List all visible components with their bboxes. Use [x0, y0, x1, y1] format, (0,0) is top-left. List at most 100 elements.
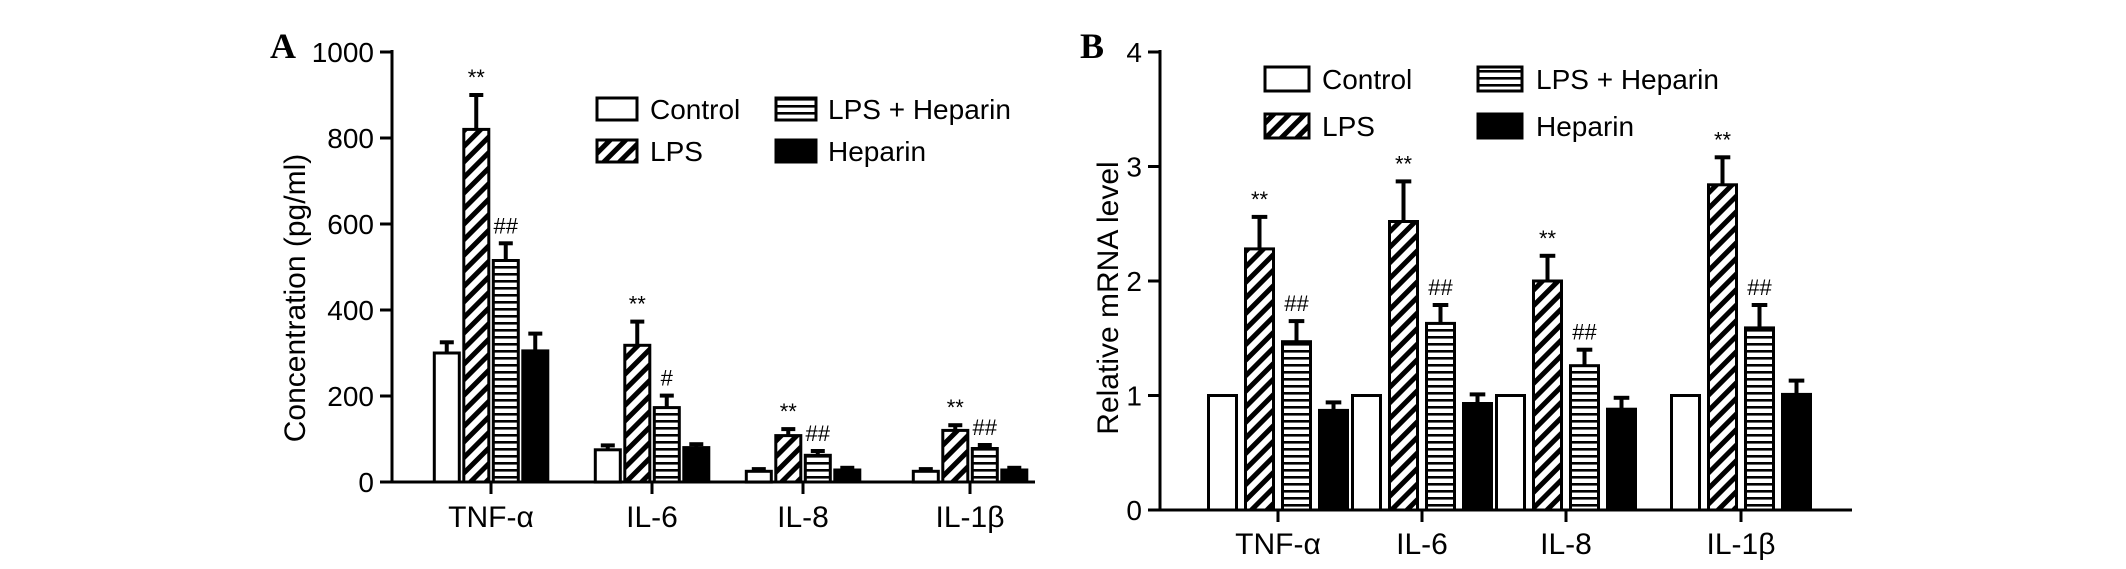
panel-b-x-tick-label-il-6: IL-6	[1396, 528, 1448, 561]
panel-a-annotation-tnf-lps-heparin: ##	[494, 213, 519, 238]
panel-a-letter: A	[270, 26, 296, 66]
panel-a-y-tick-label-1000: 1000	[312, 37, 374, 68]
panel-b-bar-tnf-lps	[1244, 247, 1275, 512]
panel-a-plot: TNF-α IL-6 IL-8 IL-1β ** ## ** # ** ## ** ## 0 200 400…	[312, 37, 1035, 534]
panel-b: B Relative mRNA level TNF-α IL-6 IL-8 IL-1β…	[1080, 26, 1852, 561]
panel-a-bar-il-6-lps	[623, 343, 652, 484]
legend-label-lps-heparin: LPS + Heparin	[828, 94, 1011, 125]
panel-b-x-tick-label-tnf: TNF-α	[1235, 528, 1321, 561]
panel-a-legend-heparin: Heparin	[774, 136, 926, 167]
legend-swatch-lps-heparin	[774, 96, 818, 122]
panel-b-plot: TNF-α IL-6 IL-8 IL-1β ** ## ** ## ** ## ** ## 0 1 2 3 4	[1126, 37, 1852, 561]
panel-b-y-tick-label-4: 4	[1126, 37, 1142, 68]
panel-b-bar-il-8-lps-heparin	[1569, 364, 1600, 512]
panel-b-legend-lps-heparin: LPS + Heparin	[1476, 64, 1719, 95]
panel-b-bar-il-1-lps-heparin	[1744, 326, 1775, 512]
panel-b-y-tick-label-3: 3	[1126, 152, 1142, 183]
panel-a-annotation-il-8-lps-heparin: ##	[806, 421, 831, 446]
panel-a-annotation-il-6-lps-heparin: #	[661, 366, 674, 391]
panel-a-bar-tnf-control	[432, 351, 461, 484]
panel-b-bar-il-8-control	[1495, 394, 1526, 512]
legend-swatch-lps	[595, 138, 639, 164]
panel-a-legend-control: Control	[595, 94, 740, 125]
legend-swatch-heparin	[774, 138, 818, 164]
panel-a-bar-il-1-control	[911, 469, 940, 484]
panel-a-legend: Control LPS LPS + Heparin Heparin	[595, 94, 1011, 167]
panel-a-annotation-il-1-lps-heparin: ##	[973, 415, 998, 440]
panel-a-y-tick-label-600: 600	[327, 209, 374, 240]
panel-b-annotation-il-1-lps: **	[1714, 127, 1732, 152]
panel-a-bar-tnf-lps-heparin	[491, 259, 520, 484]
legend-label-lps: LPS	[1322, 111, 1375, 142]
panel-b-legend-heparin: Heparin	[1476, 111, 1634, 142]
panel-a-bar-il-1-lps	[941, 428, 970, 484]
panel-b-legend-control: Control	[1263, 64, 1412, 95]
legend-swatch-lps-heparin	[1476, 65, 1524, 93]
panel-b-bar-il-6-heparin	[1462, 402, 1493, 512]
panel-a-bar-il-6-heparin	[682, 446, 711, 484]
panel-a-bar-tnf-lps	[462, 127, 491, 484]
panel-a-bar-tnf-heparin	[521, 349, 550, 484]
panel-b-bar-il-6-control	[1351, 394, 1382, 512]
panel-a-bar-il-8-heparin	[833, 468, 862, 484]
panel-a-x-tick-label-il-1: IL-1β	[936, 501, 1005, 534]
legend-label-heparin: Heparin	[828, 136, 926, 167]
panel-b-legend-lps: LPS	[1263, 111, 1375, 142]
panel-a-legend-lps: LPS	[595, 136, 703, 167]
panel-b-annotation-il-1-lps-heparin: ##	[1747, 275, 1772, 300]
panel-b-annotation-tnf-lps: **	[1251, 187, 1269, 212]
panel-a-annotation-tnf-lps: **	[468, 65, 486, 90]
panel-a-annotation-il-8-lps: **	[780, 399, 798, 424]
panel-b-annotation-il-8-lps-heparin: ##	[1572, 320, 1597, 345]
panel-a-y-tick-label-0: 0	[358, 467, 374, 498]
panel-b-y-tick-label-0: 0	[1126, 495, 1142, 526]
panel-b-bar-il-8-lps	[1532, 279, 1563, 512]
panel-b-annotation-tnf-lps-heparin: ##	[1284, 291, 1309, 316]
legend-swatch-control	[1263, 65, 1311, 93]
panel-b-y-tick-label-2: 2	[1126, 266, 1142, 297]
panel-a-bar-il-6-control	[593, 448, 622, 484]
panel-a-bar-il-1-heparin	[1000, 468, 1029, 484]
panel-b-letter: B	[1080, 26, 1104, 66]
legend-label-control: Control	[1322, 64, 1412, 95]
panel-a-x-tick-label-tnf: TNF-α	[448, 501, 534, 534]
panel-b-x-tick-label-il-1: IL-1β	[1707, 528, 1776, 561]
panel-a-bar-il-1-lps-heparin	[970, 447, 999, 484]
panel-a-x-tick-label-il-8: IL-8	[777, 501, 829, 534]
panel-b-annotation-il-8-lps: **	[1539, 226, 1557, 251]
panel-b-annotation-il-6-lps-heparin: ##	[1428, 275, 1453, 300]
legend-label-lps-heparin: LPS + Heparin	[1536, 64, 1719, 95]
legend-label-control: Control	[650, 94, 740, 125]
panel-b-x-tick-label-il-8: IL-8	[1540, 528, 1592, 561]
panel-b-annotation-il-6-lps: **	[1395, 151, 1413, 176]
panel-a-x-tick-label-il-6: IL-6	[626, 501, 678, 534]
panel-b-bar-il-6-lps	[1388, 220, 1419, 512]
panel-a-annotation-il-1-lps: **	[947, 395, 965, 420]
panel-b-bar-il-1-control	[1670, 394, 1701, 512]
panel-a-bar-il-6-lps-heparin	[652, 406, 681, 484]
legend-swatch-heparin	[1476, 112, 1524, 140]
legend-label-heparin: Heparin	[1536, 111, 1634, 142]
legend-swatch-lps	[1263, 112, 1311, 140]
panel-b-bar-il-1-lps	[1707, 183, 1738, 512]
panel-a-bar-il-8-control	[744, 469, 773, 484]
panel-a-y-tick-label-800: 800	[327, 123, 374, 154]
panel-b-bar-tnf-heparin	[1318, 408, 1349, 512]
panel-a-y-tick-label-400: 400	[327, 295, 374, 326]
panel-a-bar-il-8-lps	[774, 434, 803, 484]
legend-swatch-control	[595, 96, 639, 122]
panel-a: A Concentration (pg/ml) TNF-α IL-6 IL-8 IL-…	[270, 26, 1035, 534]
panel-a-annotation-il-6-lps: **	[629, 292, 647, 317]
panel-a-y-tick-label-200: 200	[327, 381, 374, 412]
panel-b-bar-tnf-lps-heparin	[1281, 340, 1312, 512]
legend-label-lps: LPS	[650, 136, 703, 167]
panel-b-y-axis-title: Relative mRNA level	[1092, 161, 1125, 434]
panel-a-bar-il-8-lps-heparin	[803, 453, 832, 484]
panel-a-y-axis-title: Concentration (pg/ml)	[279, 154, 312, 442]
panel-b-bar-tnf-control	[1207, 394, 1238, 512]
panel-b-bar-il-6-lps-heparin	[1425, 321, 1456, 512]
panel-b-y-tick-label-1: 1	[1126, 381, 1142, 412]
panel-b-legend: Control LPS LPS + Heparin Heparin	[1263, 64, 1719, 142]
panel-a-legend-lps-heparin: LPS + Heparin	[774, 94, 1011, 125]
